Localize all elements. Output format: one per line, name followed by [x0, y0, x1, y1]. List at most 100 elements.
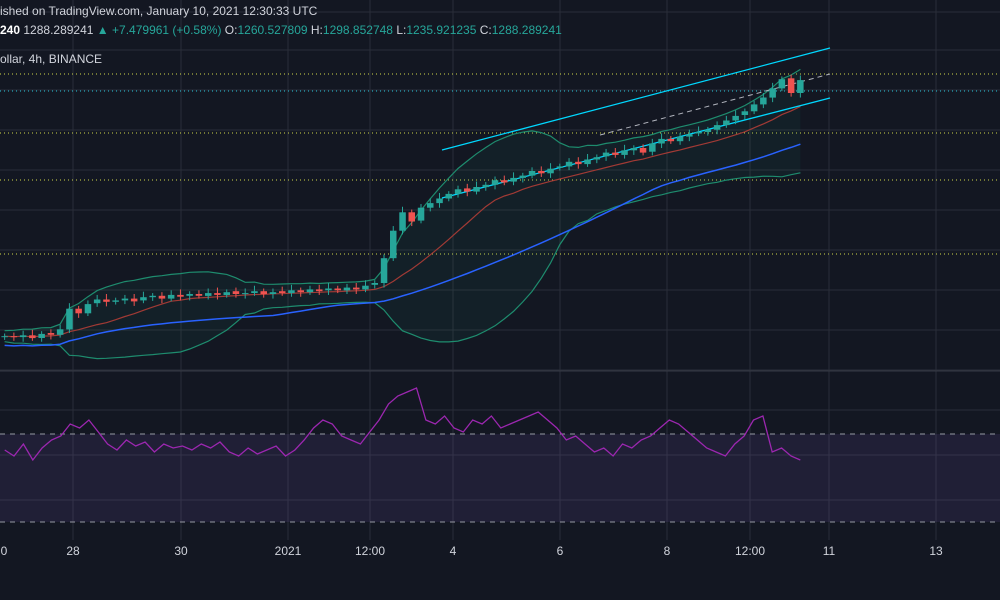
last-price: 1288.289241 [23, 23, 94, 37]
candle-body [519, 175, 526, 178]
x-tick-label: 30 [174, 544, 188, 558]
candle-body [269, 292, 277, 294]
x-tick-label: 8 [663, 544, 671, 558]
candle-body [29, 335, 36, 339]
candle-body [380, 258, 388, 283]
candle-body [445, 193, 452, 199]
candle-body [547, 168, 554, 174]
candle-body [214, 293, 221, 295]
candle-body [454, 189, 462, 194]
candle-body [56, 329, 64, 335]
bollinger-fill [4, 69, 801, 359]
candle-body [713, 125, 721, 130]
candle-body [260, 291, 267, 294]
close-value: 1288.289241 [491, 23, 562, 37]
candle-body [362, 285, 369, 290]
high-label: H: [310, 23, 323, 37]
change-value: +7.479961 (+0.58%) [112, 23, 222, 37]
candle-body [390, 230, 397, 259]
candle-body [787, 78, 795, 93]
candle-body [75, 308, 82, 314]
candle-body [205, 293, 212, 296]
x-tick-label: 2021 [274, 544, 302, 558]
candle-body [704, 129, 712, 132]
candle-body [371, 283, 378, 285]
candle-body [121, 298, 129, 301]
close-label: C: [479, 23, 492, 37]
candle-body [482, 184, 489, 188]
candle-body [510, 177, 517, 182]
candle-body [316, 289, 323, 292]
change-arrow-icon: ▲ [96, 23, 109, 37]
candle-body [695, 132, 702, 134]
candle-body [1, 336, 8, 338]
moving-average-red [4, 105, 801, 338]
candle-body [251, 291, 258, 293]
candle-body [279, 291, 286, 293]
candle-body [538, 171, 545, 174]
candle-body [676, 136, 684, 142]
candle-body [334, 288, 341, 291]
candle-body [38, 333, 45, 338]
candle-body [658, 138, 665, 144]
rsi-line [4, 387, 801, 462]
candle-body [556, 166, 564, 168]
low-value: 1235.921235 [406, 23, 477, 37]
candle-body [93, 299, 101, 304]
candle-body [667, 138, 675, 142]
candle-body [760, 97, 767, 105]
moving-average-blue [4, 143, 801, 347]
candle-body [769, 88, 776, 98]
candle-body [473, 187, 480, 192]
published-line: ished on TradingView.com, January 10, 20… [0, 4, 317, 18]
x-tick-label: 4 [449, 544, 457, 558]
candle-body [112, 300, 119, 302]
candle-body [686, 134, 693, 137]
x-tick-label: 11 [822, 544, 836, 558]
candle-body [565, 161, 573, 167]
candle-body [575, 161, 582, 165]
published-text: ished on TradingView.com, January 10, 20… [0, 4, 318, 18]
candle-body [242, 293, 249, 295]
candle-body [639, 148, 647, 153]
candle-body [612, 152, 619, 155]
candle-body [223, 292, 230, 295]
candle-body [297, 290, 304, 293]
symbol-partial: 240 [0, 23, 21, 37]
candle-body [427, 203, 434, 208]
candle-body [797, 80, 804, 93]
candle-body [593, 157, 601, 160]
x-tick-label: 13 [929, 544, 943, 558]
candle-body [417, 207, 425, 221]
candle-body [103, 299, 110, 302]
channel-upper-line [441, 47, 831, 151]
candle-body [232, 291, 240, 294]
series-title: ollar, 4h, BINANCE [0, 52, 102, 66]
candle-body [130, 298, 138, 302]
candle-body [353, 287, 360, 290]
ohlc-line: 240 1288.289241 ▲ +7.479961 (+0.58%) O:1… [0, 23, 562, 37]
x-tick-label: 12:00 [354, 544, 386, 558]
candle-body [528, 171, 536, 176]
candle-body [584, 159, 591, 165]
candle-body [621, 150, 628, 155]
candle-body [306, 289, 314, 293]
x-tick-label: 0 [0, 544, 8, 558]
candle-body [408, 212, 415, 222]
x-tick-label: 6 [556, 544, 564, 558]
low-label: L: [396, 23, 407, 37]
candle-body [723, 120, 730, 126]
moving-averages [4, 105, 801, 347]
candle-body [741, 111, 749, 115]
candle-body [84, 304, 92, 314]
candle-body [501, 180, 508, 183]
candles [1, 74, 804, 342]
candle-body [195, 294, 203, 296]
candle-body [464, 188, 471, 192]
candle-body [167, 294, 175, 299]
x-tick-label: 12:00 [734, 544, 766, 558]
candle-body [630, 148, 638, 151]
bollinger-lower [4, 172, 801, 360]
candle-body [177, 294, 184, 297]
